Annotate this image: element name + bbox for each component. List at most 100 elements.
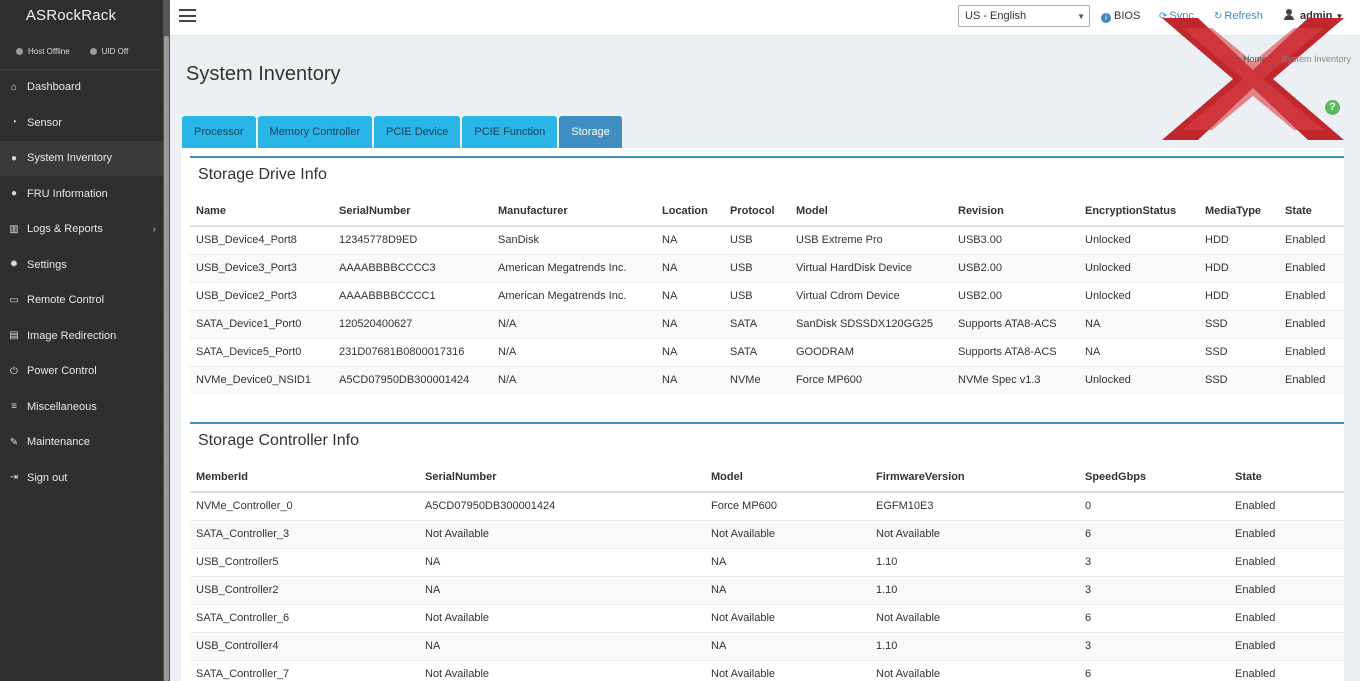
sidebar-item-label: Logs & Reports bbox=[27, 223, 103, 236]
refresh-icon: ↻ bbox=[1214, 11, 1223, 22]
table-cell: 231D07681B0800017316 bbox=[333, 337, 492, 366]
storage-drive-title: Storage Drive Info bbox=[198, 166, 327, 183]
sidebar-item-image-redirection[interactable]: ▤ Image Redirection bbox=[0, 319, 170, 354]
tab-storage[interactable]: Storage bbox=[559, 116, 622, 148]
home-icon: ⌂ bbox=[1234, 54, 1241, 64]
table-cell: SATA_Controller_7 bbox=[190, 659, 419, 681]
storage-drive-box: Storage Drive Info Name SerialNumber Manuf… bbox=[190, 156, 1344, 406]
sidebar-item-label: Power Control bbox=[27, 365, 97, 378]
uid-status[interactable]: UID Off bbox=[89, 47, 128, 56]
chevron-right-icon: › bbox=[152, 223, 156, 235]
storage-drive-table: Name SerialNumber Manufacturer Location Prot… bbox=[190, 196, 1344, 394]
table-cell: NA bbox=[1079, 309, 1199, 338]
table-cell: Not Available bbox=[419, 603, 705, 632]
table-row: SATA_Controller_7 Not Available Not Availa… bbox=[190, 659, 1344, 681]
column-header: Location bbox=[656, 196, 724, 227]
sidebar-item-logs-reports[interactable]: ▥ Logs & Reports › bbox=[0, 212, 170, 248]
table-cell: NVMe bbox=[724, 365, 790, 394]
storage-controller-title: Storage Controller Info bbox=[198, 432, 359, 449]
table-row: NVMe_Controller_0 A5CD07950DB300001424 For… bbox=[190, 491, 1344, 520]
brand-logo: ASRockRack bbox=[25, 7, 117, 24]
menu-toggle-icon[interactable] bbox=[179, 9, 196, 23]
tab-pcie-device[interactable]: PCIE Device bbox=[374, 116, 461, 148]
table-cell: Enabled bbox=[1279, 365, 1344, 394]
table-cell: Force MP600 bbox=[705, 491, 870, 520]
sidebar-item-remote-control[interactable]: ▭ Remote Control bbox=[0, 283, 170, 319]
table-cell: American Megatrends Inc. bbox=[492, 281, 656, 310]
table-cell: Enabled bbox=[1279, 253, 1344, 282]
table-cell: Not Available bbox=[419, 659, 705, 681]
table-cell: USB bbox=[724, 281, 790, 310]
breadcrumb-current: System Inventory bbox=[1281, 54, 1351, 64]
table-cell: Unlocked bbox=[1079, 281, 1199, 310]
caret-down-icon: ▼ bbox=[1335, 12, 1344, 21]
table-cell: NA bbox=[656, 253, 724, 282]
table-cell: A5CD07950DB300001424 bbox=[419, 491, 705, 520]
table-cell: Enabled bbox=[1229, 631, 1344, 660]
table-cell: 1.10 bbox=[870, 575, 1079, 604]
table-row: USB_Controller4 NA NA 1.10 3 Enabled bbox=[190, 631, 1344, 660]
table-cell: NA bbox=[656, 281, 724, 310]
sidebar-item-label: Sensor bbox=[27, 116, 62, 129]
tab-panel-storage: Storage Drive Info Name SerialNumber Manuf… bbox=[181, 148, 1344, 681]
table-cell: USB_Controller5 bbox=[190, 547, 419, 576]
bios-link[interactable]: i BIOS bbox=[1101, 10, 1140, 23]
table-cell: USB3.00 bbox=[952, 225, 1079, 254]
drive-icon: ▤ bbox=[9, 330, 19, 342]
sidebar-item-miscellaneous[interactable]: ≡ Miscellaneous bbox=[0, 390, 170, 425]
chevron-down-icon: ▼ bbox=[1077, 12, 1085, 21]
sidebar-item-system-inventory[interactable]: ● System Inventory bbox=[0, 141, 170, 177]
language-select[interactable]: US - English ▼ bbox=[958, 5, 1090, 27]
help-icon[interactable]: ? bbox=[1325, 100, 1340, 115]
uid-status-dot-icon bbox=[89, 48, 97, 55]
table-cell: Enabled bbox=[1229, 575, 1344, 604]
table-cell: Force MP600 bbox=[790, 365, 952, 394]
table-cell: SSD bbox=[1199, 365, 1279, 394]
sidebar-item-settings[interactable]: ✹ Settings bbox=[0, 248, 170, 283]
table-cell: USB Extreme Pro bbox=[790, 225, 952, 254]
table-row: USB_Device3_Port3 AAAABBBBCCCC3 American M… bbox=[190, 253, 1344, 282]
column-header: Revision bbox=[952, 196, 1079, 227]
watermark-x-logo bbox=[1162, 18, 1344, 140]
sidebar-item-label: System Inventory bbox=[27, 152, 112, 165]
sidebar-item-sign-out[interactable]: ⇥ Sign out bbox=[0, 461, 170, 496]
table-row: SATA_Controller_3 Not Available Not Availa… bbox=[190, 519, 1344, 548]
sidebar-item-dashboard[interactable]: ⌂ Dashboard bbox=[0, 70, 170, 106]
table-cell: USB2.00 bbox=[952, 281, 1079, 310]
table-cell: SATA_Controller_6 bbox=[190, 603, 419, 632]
sidebar-item-fru-information[interactable]: ● FRU Information bbox=[0, 177, 170, 212]
topbar: US - English ▼ i BIOS ⟳ Sync ↻ Refresh admin… bbox=[170, 0, 1360, 36]
refresh-link[interactable]: ↻ Refresh bbox=[1214, 10, 1263, 22]
sidebar-scrollbar[interactable] bbox=[163, 0, 170, 681]
sidebar-item-sensor[interactable]: ◔ Sensor bbox=[0, 106, 170, 141]
column-header: MediaType bbox=[1199, 196, 1279, 227]
tab-memory-controller[interactable]: Memory Controller bbox=[257, 116, 372, 148]
table-cell: USB2.00 bbox=[952, 253, 1079, 282]
table-cell: Enabled bbox=[1279, 309, 1344, 338]
table-cell: USB_Device2_Port3 bbox=[190, 281, 333, 310]
table-row: USB_Controller2 NA NA 1.10 3 Enabled bbox=[190, 575, 1344, 604]
breadcrumb-home[interactable]: ⌂ Home bbox=[1234, 54, 1267, 64]
table-cell: 3 bbox=[1079, 575, 1229, 604]
table-cell: Unlocked bbox=[1079, 225, 1199, 254]
tab-pcie-function[interactable]: PCIE Function bbox=[462, 116, 558, 148]
table-cell: Virtual HardDisk Device bbox=[790, 253, 952, 282]
sidebar-item-label: Miscellaneous bbox=[27, 400, 97, 413]
sidebar-item-power-control[interactable]: ⏻ Power Control bbox=[0, 354, 170, 390]
inventory-tabs: Processor Memory Controller PCIE Device PCI… bbox=[182, 116, 624, 148]
table-cell: 120520400627 bbox=[333, 309, 492, 338]
table-cell: SATA_Device5_Port0 bbox=[190, 337, 333, 366]
table-cell: NVMe Spec v1.3 bbox=[952, 365, 1079, 394]
tab-processor[interactable]: Processor bbox=[182, 116, 256, 148]
user-icon bbox=[1284, 9, 1294, 20]
wrench-icon: ✎ bbox=[9, 436, 19, 448]
storage-controller-table: MemberId SerialNumber Model FirmwareVersion… bbox=[190, 462, 1344, 681]
sidebar-item-maintenance[interactable]: ✎ Maintenance bbox=[0, 425, 170, 461]
breadcrumb: ⌂ Home System Inventory bbox=[1235, 54, 1351, 64]
column-header: SerialNumber bbox=[419, 462, 705, 493]
table-cell: SATA bbox=[724, 309, 790, 338]
column-header: Model bbox=[790, 196, 952, 227]
sidebar-scrollbar-thumb[interactable] bbox=[164, 36, 169, 681]
table-cell: 3 bbox=[1079, 547, 1229, 576]
table-cell: 6 bbox=[1079, 603, 1229, 632]
